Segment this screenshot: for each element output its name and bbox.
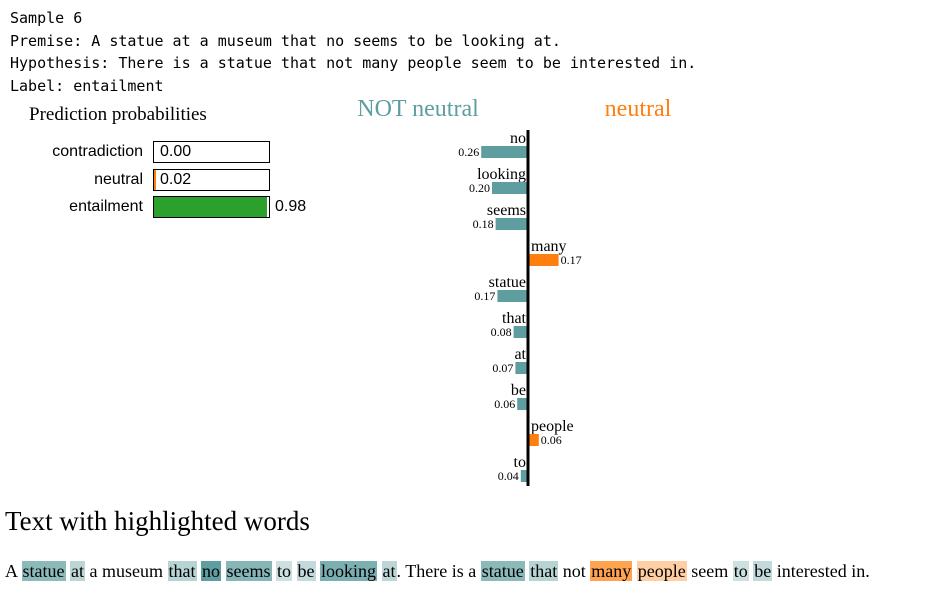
highlighted-token: statue bbox=[21, 561, 66, 581]
highlighted-token: looking bbox=[320, 561, 378, 581]
feature-word-be: be bbox=[511, 382, 526, 399]
highlighted-token: many bbox=[590, 561, 633, 581]
text-token: seem bbox=[691, 561, 729, 581]
prob-value: 0.98 bbox=[275, 198, 307, 215]
highlighted-token: at bbox=[381, 561, 397, 581]
feature-bar-that bbox=[513, 326, 528, 338]
prob-value: 0.02 bbox=[160, 171, 192, 188]
text-token: A bbox=[5, 561, 18, 581]
feature-word-many: many bbox=[531, 238, 567, 255]
feature-value-people: 0.06 bbox=[541, 433, 562, 447]
highlighted-token: be bbox=[296, 561, 316, 581]
prob-row-contradiction: contradiction 0.00 bbox=[0, 141, 340, 163]
premise-line: Premise: A statue at a museum that no se… bbox=[10, 31, 561, 50]
feature-bar-at bbox=[515, 362, 528, 374]
feature-word-no: no bbox=[510, 130, 526, 147]
highlighted-token: seems bbox=[225, 561, 272, 581]
text-token: museum bbox=[102, 561, 164, 581]
right-class-title: neutral bbox=[605, 96, 672, 122]
highlighted-token: to bbox=[732, 561, 749, 581]
highlighted-token: no bbox=[201, 561, 222, 581]
text-token: at. bbox=[381, 561, 402, 581]
text-token: in. bbox=[851, 561, 870, 581]
prob-bar: 0.00 bbox=[153, 141, 270, 163]
text-token: There bbox=[405, 561, 448, 581]
text-token: not bbox=[562, 561, 586, 581]
prob-row-neutral: neutral 0.02 bbox=[0, 169, 340, 191]
highlighted-text: A statue at a museum that no seems to be… bbox=[5, 559, 870, 583]
feature-value-at: 0.07 bbox=[492, 361, 513, 375]
feature-value-statue: 0.17 bbox=[474, 289, 495, 303]
feature-value-that: 0.08 bbox=[491, 325, 512, 339]
left-class-title: NOT neutral bbox=[357, 96, 479, 122]
highlighted-text-title: Text with highlighted words bbox=[5, 506, 310, 536]
prob-bar: 0.02 bbox=[153, 169, 270, 191]
feature-bar-statue bbox=[497, 290, 528, 302]
highlighted-token: to bbox=[276, 561, 293, 581]
feature-word-at: at bbox=[514, 346, 526, 363]
highlighted-token: that bbox=[529, 561, 559, 581]
feature-value-no: 0.26 bbox=[458, 145, 479, 159]
feature-bar-people bbox=[528, 434, 539, 446]
highlighted-token: statue bbox=[480, 561, 525, 581]
sample-header: Sample 6 Premise: A statue at a museum t… bbox=[10, 7, 696, 97]
feature-value-be: 0.06 bbox=[494, 397, 515, 411]
label-line: Label: entailment bbox=[10, 76, 164, 95]
feature-value-many: 0.17 bbox=[561, 253, 582, 267]
feature-word-seems: seems bbox=[487, 202, 526, 219]
prob-label: entailment bbox=[69, 198, 143, 215]
feature-bar-be bbox=[517, 398, 528, 410]
feature-value-seems: 0.18 bbox=[473, 217, 494, 231]
text-token: a bbox=[89, 561, 98, 581]
highlighted-token: at bbox=[70, 561, 86, 581]
prediction-probabilities-title: Prediction probabilities bbox=[29, 104, 207, 125]
prob-label: contradiction bbox=[52, 143, 143, 160]
feature-value-looking: 0.20 bbox=[469, 181, 490, 195]
highlighted-token: be bbox=[753, 561, 773, 581]
text-token: a bbox=[468, 561, 477, 581]
text-token: interested bbox=[776, 561, 847, 581]
sample-id: Sample 6 bbox=[10, 9, 83, 27]
prob-bar-fill bbox=[154, 197, 267, 217]
feature-bar-looking bbox=[492, 182, 528, 194]
highlighted-token: people bbox=[636, 561, 687, 581]
feature-value-to: 0.04 bbox=[498, 469, 519, 483]
prob-label: neutral bbox=[94, 171, 143, 188]
highlighted-token: that bbox=[167, 561, 197, 581]
feature-word-to: to bbox=[514, 454, 526, 471]
prob-bar-fill bbox=[154, 170, 157, 190]
feature-word-people: people bbox=[531, 418, 574, 435]
prob-value: 0.00 bbox=[160, 143, 192, 160]
feature-bar-no bbox=[481, 146, 528, 158]
feature-word-statue: statue bbox=[489, 274, 526, 291]
feature-word-looking: looking bbox=[477, 166, 526, 183]
text-token: is bbox=[451, 561, 464, 581]
prob-row-entailment: entailment 0.98 bbox=[0, 196, 340, 218]
hypothesis-line: Hypothesis: There is a statue that not m… bbox=[10, 54, 697, 72]
feature-bar-seems bbox=[495, 218, 528, 230]
prob-bar bbox=[153, 196, 270, 218]
feature-word-that: that bbox=[502, 310, 527, 327]
feature-bar-many bbox=[528, 254, 559, 266]
feature-bar-to bbox=[520, 470, 528, 482]
